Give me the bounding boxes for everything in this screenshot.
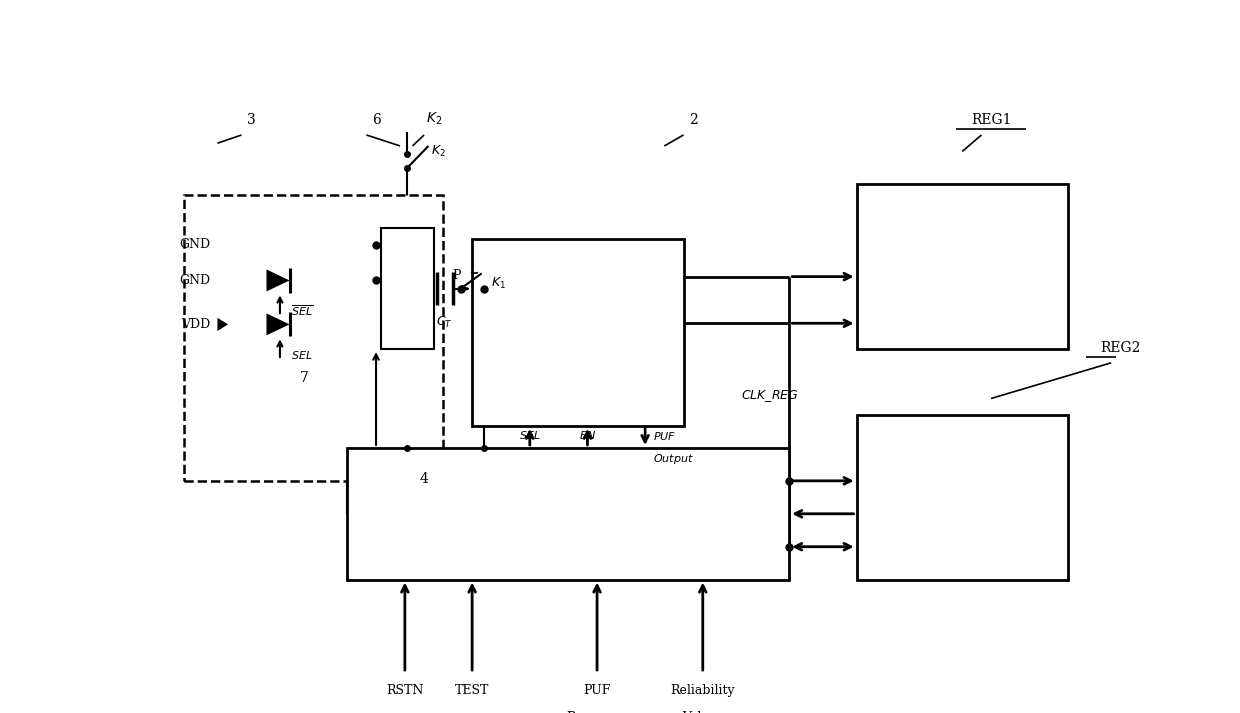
Text: 7: 7 <box>300 371 309 385</box>
Text: 3: 3 <box>247 113 255 127</box>
Text: $\overline{SEL}$: $\overline{SEL}$ <box>291 303 314 318</box>
Text: $SEL$: $SEL$ <box>291 349 312 361</box>
Text: Reliability: Reliability <box>671 684 735 697</box>
Text: Values: Values <box>682 712 723 713</box>
Polygon shape <box>217 318 228 331</box>
Text: TEST: TEST <box>455 684 490 697</box>
Text: REG1: REG1 <box>971 113 1012 127</box>
Text: GND: GND <box>180 238 211 251</box>
Text: $SEL$: $SEL$ <box>520 429 541 441</box>
Text: P: P <box>453 269 460 282</box>
Text: $K_2$: $K_2$ <box>432 144 446 159</box>
Text: $PUF$: $PUF$ <box>652 431 676 442</box>
Text: Response: Response <box>567 712 627 713</box>
Polygon shape <box>267 270 290 292</box>
Text: $C_T$: $C_T$ <box>436 315 453 330</box>
Text: 2: 2 <box>688 113 698 127</box>
Bar <box>381 228 434 349</box>
Text: $K_1$: $K_1$ <box>491 276 506 291</box>
Bar <box>347 448 789 580</box>
Bar <box>857 415 1068 580</box>
Text: PUF: PUF <box>583 684 611 697</box>
Text: $Output$: $Output$ <box>652 452 694 466</box>
Text: 6: 6 <box>372 113 381 127</box>
Text: REG2: REG2 <box>1101 341 1141 354</box>
Text: RSTN: RSTN <box>386 684 424 697</box>
Text: VDD: VDD <box>181 318 211 331</box>
Text: $EN$: $EN$ <box>579 429 596 441</box>
Text: GND: GND <box>180 274 211 287</box>
Bar <box>472 240 683 426</box>
Text: $CLK\_REG$: $CLK\_REG$ <box>742 388 799 404</box>
Text: 4: 4 <box>419 472 429 486</box>
Text: $K_2$: $K_2$ <box>425 111 441 127</box>
Bar <box>857 185 1068 349</box>
Polygon shape <box>267 314 290 335</box>
Bar <box>184 195 444 481</box>
